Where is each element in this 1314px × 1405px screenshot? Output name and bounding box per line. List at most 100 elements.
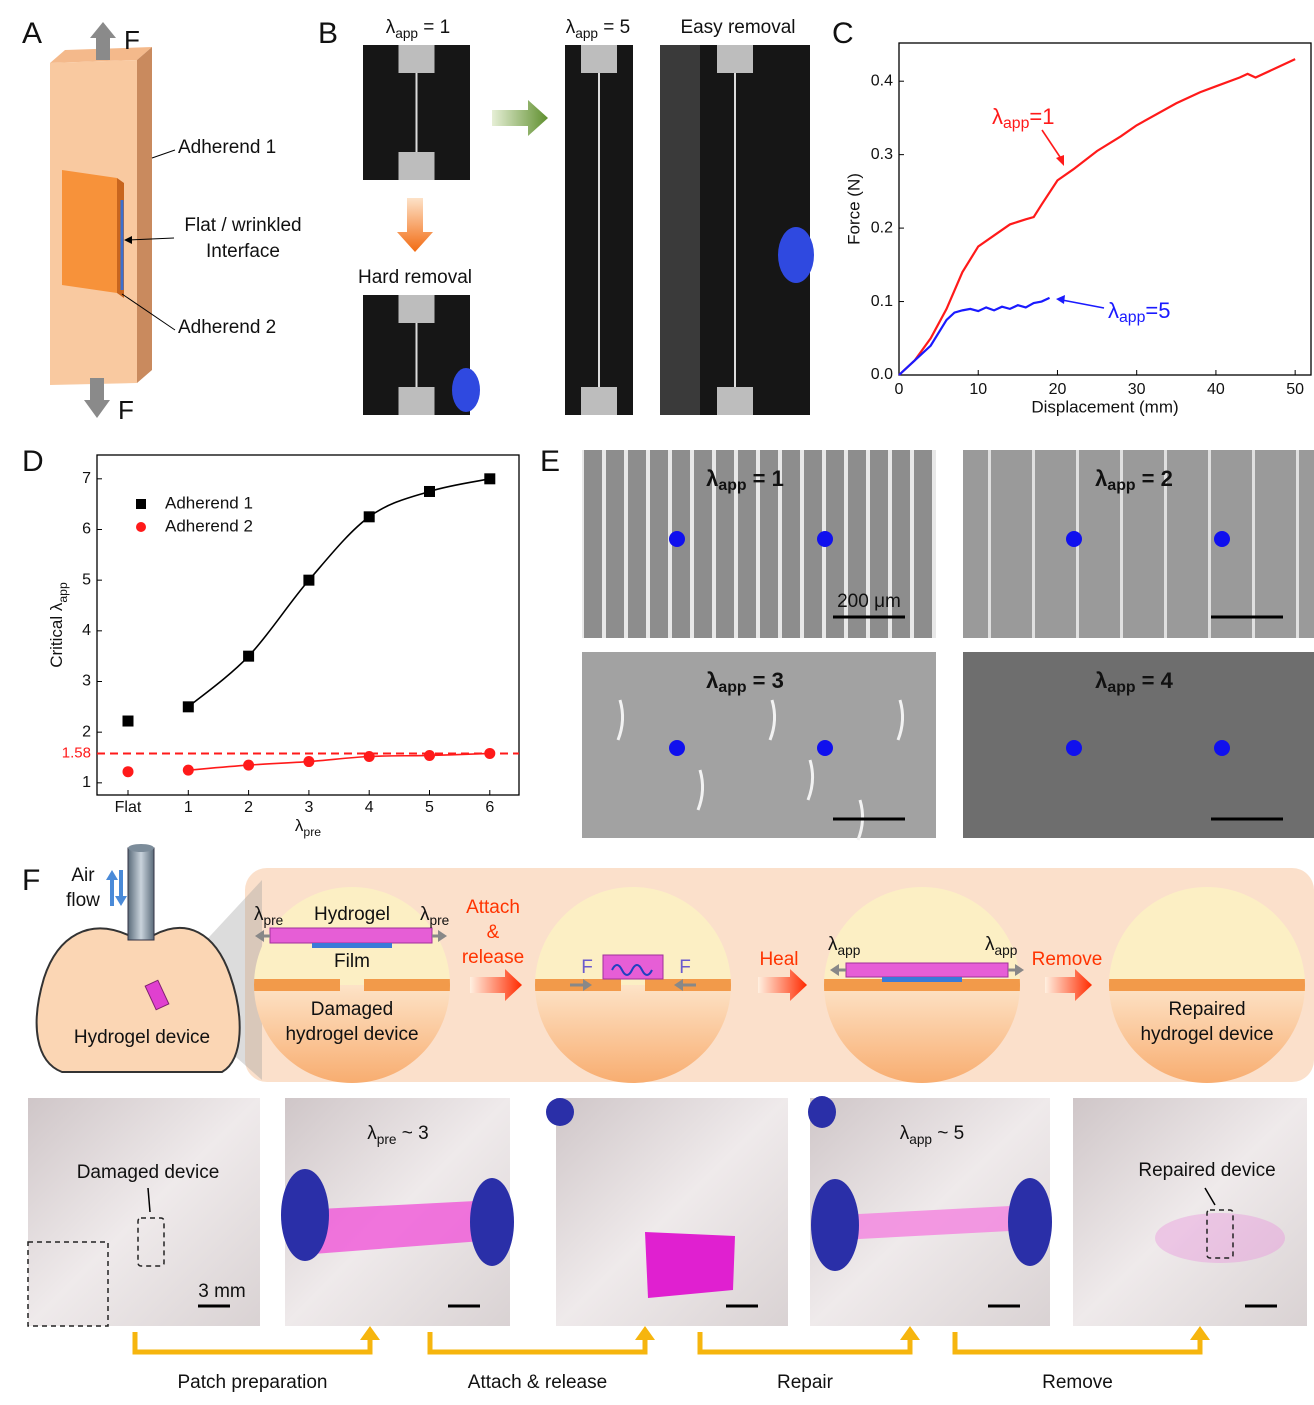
sem-wrinkle bbox=[896, 699, 905, 741]
callout: Adherend 2 bbox=[178, 317, 276, 338]
x-tick-label: 10 bbox=[969, 381, 987, 398]
glove bbox=[808, 1096, 836, 1128]
callout-arrow bbox=[1204, 1187, 1216, 1206]
annotation-arrowhead bbox=[1056, 155, 1064, 166]
film bbox=[312, 943, 392, 948]
label-part: λ bbox=[828, 934, 838, 955]
label: Hydrogel bbox=[314, 904, 390, 925]
data-line bbox=[898, 296, 1051, 376]
y-tick-label: 0.1 bbox=[871, 293, 893, 310]
label: Air bbox=[71, 865, 95, 886]
stretch-arrowhead bbox=[255, 930, 264, 942]
label: λpre bbox=[254, 904, 283, 928]
legend-label: Adherend 2 bbox=[165, 516, 253, 535]
photo-label: 3 mm bbox=[198, 1281, 246, 1302]
x-axis-label-part: λ bbox=[295, 816, 304, 835]
film bbox=[882, 977, 962, 982]
step-arrowhead bbox=[360, 1326, 380, 1340]
hydrogel bbox=[845, 962, 1009, 978]
label: Attach bbox=[466, 897, 520, 918]
sem-label-part: app bbox=[1107, 477, 1135, 494]
tissue bbox=[1109, 979, 1305, 991]
damage-box bbox=[137, 1217, 165, 1267]
glove bbox=[452, 368, 480, 412]
photo bbox=[28, 1098, 260, 1326]
lung bbox=[35, 926, 241, 1073]
photo-title-part: = 1 bbox=[418, 17, 450, 38]
photo-clamp bbox=[398, 45, 435, 73]
sem-label-part: λ bbox=[706, 668, 718, 693]
sem-label: λapp = 3 bbox=[706, 668, 784, 696]
step-bracket bbox=[952, 1332, 1203, 1355]
x-axis-label: Displacement (mm) bbox=[1031, 397, 1178, 416]
sem-label: λapp = 4 bbox=[1095, 668, 1173, 696]
x-tick-label: 20 bbox=[1049, 381, 1067, 398]
label-part: pre bbox=[430, 913, 450, 928]
photo-clamp bbox=[398, 295, 435, 323]
marker bbox=[303, 756, 315, 768]
lung-patch bbox=[144, 979, 170, 1011]
tissue-band bbox=[824, 979, 1020, 991]
marker bbox=[484, 747, 496, 759]
panel-label: E bbox=[540, 445, 560, 478]
photo-label: Damaged device bbox=[77, 1162, 220, 1183]
x-axis-label-part: pre bbox=[303, 825, 321, 839]
sem-image bbox=[963, 450, 1314, 638]
sem-wrinkle bbox=[616, 699, 625, 741]
photo-label-part: ~ 3 bbox=[397, 1123, 429, 1144]
step-arrowhead bbox=[900, 1326, 920, 1340]
photo-title: λapp = 1 bbox=[386, 17, 451, 41]
callout: Interface bbox=[206, 241, 280, 262]
label-part: app bbox=[995, 943, 1018, 958]
series-label-part: app bbox=[1003, 115, 1030, 132]
series-label-part: app bbox=[1119, 309, 1146, 326]
hydrogel-strip bbox=[300, 1200, 495, 1255]
sem-label-part: = 2 bbox=[1136, 466, 1173, 491]
sem-label-part: = 1 bbox=[747, 466, 784, 491]
label: Hydrogel device bbox=[74, 1027, 210, 1048]
photo-clamp bbox=[581, 387, 617, 415]
photo-label: λpre ~ 3 bbox=[367, 1123, 429, 1147]
sem-wrinkle bbox=[806, 759, 815, 801]
marker bbox=[363, 750, 375, 762]
glove bbox=[281, 1169, 329, 1261]
step-label: Repair bbox=[777, 1372, 834, 1393]
label: Damaged bbox=[311, 999, 393, 1020]
photo-clamp bbox=[398, 387, 435, 415]
arrow-up bbox=[90, 22, 116, 60]
photo-clamp bbox=[717, 387, 753, 415]
y-tick-label: 2 bbox=[82, 723, 91, 740]
photo-clamp bbox=[717, 45, 753, 73]
sem-label-part: = 4 bbox=[1136, 668, 1174, 693]
photo-label-part: λ bbox=[367, 1123, 377, 1144]
marker bbox=[424, 749, 435, 761]
step-arrowhead bbox=[1190, 1326, 1210, 1340]
zoom-circle bbox=[535, 887, 731, 1083]
marker bbox=[182, 764, 194, 776]
schematic-bg bbox=[245, 868, 1314, 1082]
y-tick-label: 5 bbox=[82, 571, 91, 588]
inset bbox=[27, 1241, 109, 1327]
marker-dot bbox=[1214, 740, 1230, 756]
x-tick-label: 2 bbox=[244, 799, 253, 816]
photo-title: λapp = 5 bbox=[566, 17, 631, 41]
step-bracket bbox=[697, 1332, 913, 1355]
photo-label-part: pre bbox=[377, 1132, 397, 1147]
series-label-part: =1 bbox=[1029, 104, 1054, 129]
label: Film bbox=[334, 951, 370, 972]
x-tick-label: 30 bbox=[1128, 381, 1146, 398]
marker-dot bbox=[1066, 740, 1082, 756]
series-label-part: λ bbox=[992, 104, 1003, 129]
airflow-arrow bbox=[106, 870, 118, 906]
panel-label: C bbox=[832, 17, 854, 50]
marker-dot bbox=[817, 531, 833, 547]
sem-label-part: λ bbox=[1095, 668, 1107, 693]
tissue bbox=[254, 979, 450, 991]
label: Heal bbox=[759, 949, 798, 970]
label: λapp bbox=[828, 934, 861, 958]
legend-marker bbox=[136, 522, 146, 532]
glove bbox=[811, 1179, 859, 1271]
y-tick-label: 0.0 bbox=[871, 366, 893, 383]
data-line bbox=[898, 58, 1296, 376]
series-label-part: λ bbox=[1108, 298, 1119, 323]
